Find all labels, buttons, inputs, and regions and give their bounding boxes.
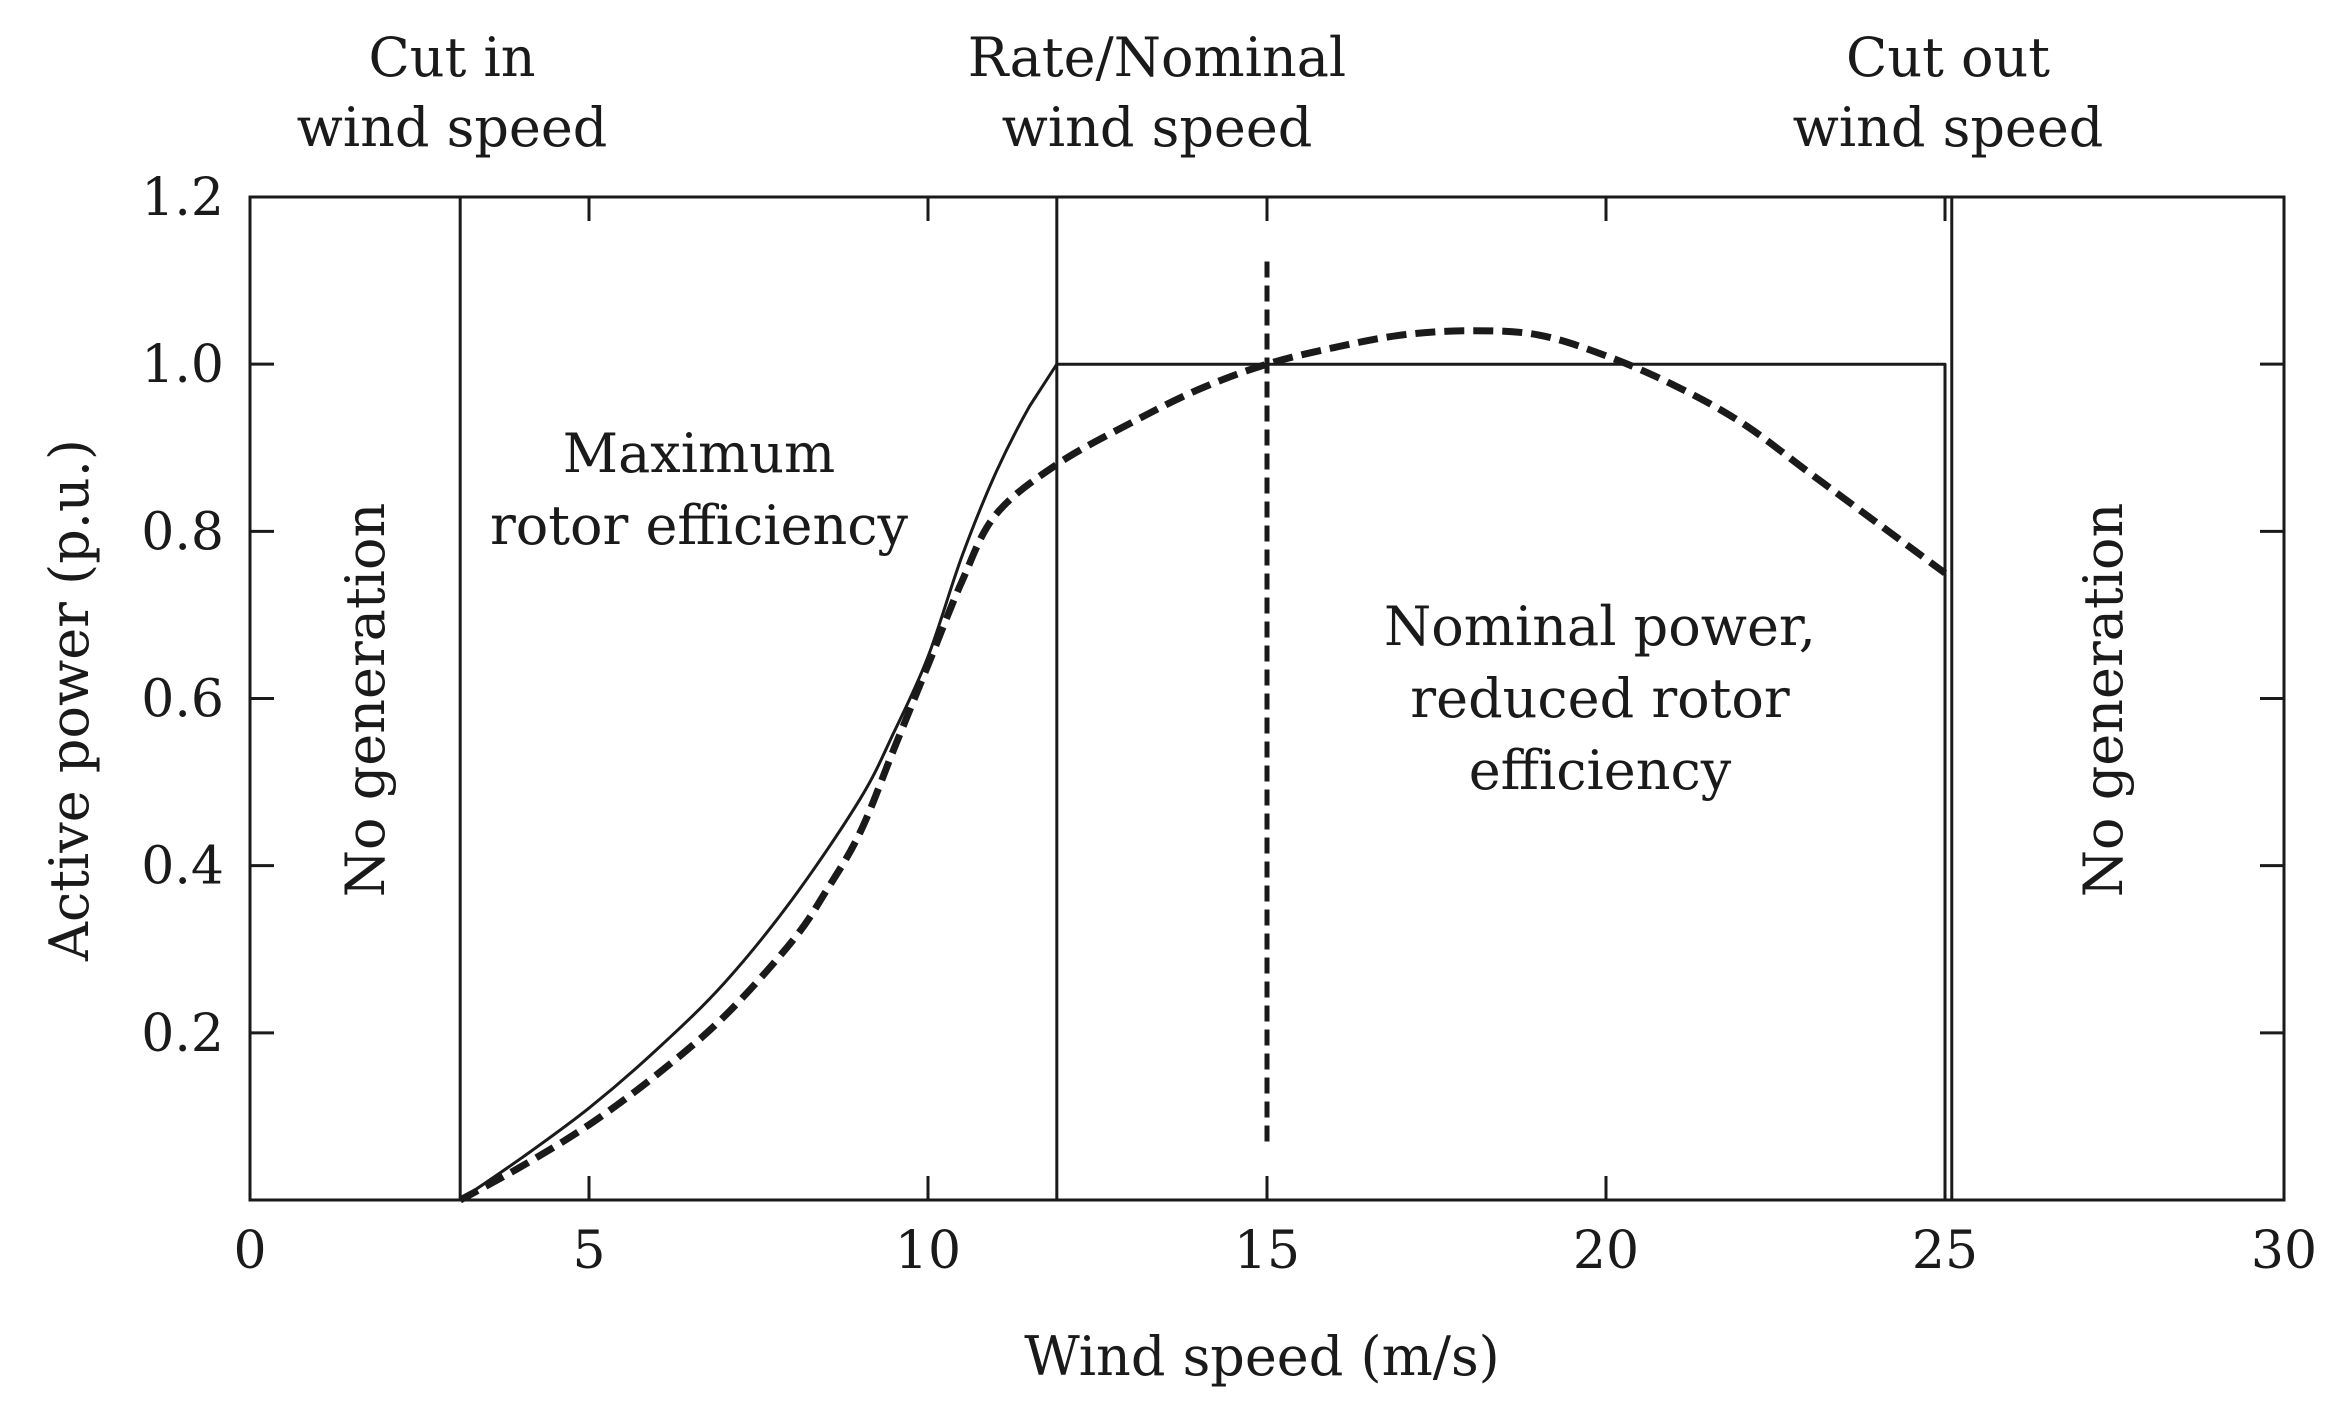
max-efficiency-label-line1: Maximum bbox=[563, 422, 835, 485]
x-tick-label: 0 bbox=[233, 1221, 266, 1281]
y-tick-label: 0.2 bbox=[141, 1004, 224, 1064]
nominal-power-label-line1: Nominal power, bbox=[1384, 595, 1816, 658]
x-tick-label: 15 bbox=[1234, 1221, 1300, 1281]
nominal-power-label-line3: efficiency bbox=[1469, 739, 1732, 802]
ideal-power-curve bbox=[459, 362, 1947, 1202]
cut-in-label-line1: Cut in bbox=[368, 26, 535, 89]
x-tick-label: 25 bbox=[1912, 1221, 1978, 1281]
y-tick-label: 1.0 bbox=[141, 335, 224, 395]
x-tick-label: 10 bbox=[895, 1221, 961, 1281]
no-generation-left-label: No generation bbox=[334, 503, 397, 897]
tick-labels: 0 5 10 15 20 25 30 0.2 0.4 0.6 0.8 1.0 1.2 bbox=[141, 168, 2317, 1281]
y-tick-label: 0.6 bbox=[141, 670, 224, 730]
y-tick-label: 0.8 bbox=[141, 502, 224, 562]
x-axis-title: Wind speed (m/s) bbox=[1024, 1325, 1500, 1388]
cut-out-label-line2: wind speed bbox=[1793, 96, 2104, 159]
nominal-power-label-line2: reduced rotor bbox=[1410, 667, 1790, 730]
power-curves bbox=[458, 327, 1948, 1204]
actual-power-curve bbox=[458, 327, 1948, 1204]
max-efficiency-label-line2: rotor efficiency bbox=[490, 494, 909, 557]
y-axis-title: Active power (p.u.) bbox=[38, 439, 101, 962]
rated-label-line2: wind speed bbox=[1002, 96, 1313, 159]
no-generation-right-label: No generation bbox=[2072, 503, 2135, 897]
x-tick-label: 5 bbox=[572, 1221, 605, 1281]
x-tick-label: 30 bbox=[2251, 1221, 2317, 1281]
y-tick-label: 0.4 bbox=[141, 837, 224, 897]
cut-in-label-line2: wind speed bbox=[297, 96, 608, 159]
y-tick-label: 1.2 bbox=[141, 168, 224, 228]
cut-out-label-line1: Cut out bbox=[1846, 26, 2050, 89]
x-tick-label: 20 bbox=[1573, 1221, 1639, 1281]
rated-label-line1: Rate/Nominal bbox=[968, 26, 1346, 89]
